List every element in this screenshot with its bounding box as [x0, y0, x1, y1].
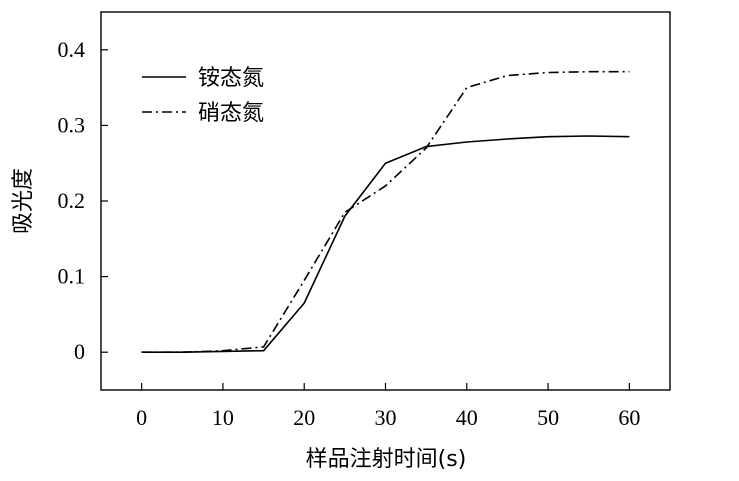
- y-axis-title: 吸光度: [11, 168, 36, 234]
- x-tick-label: 60: [618, 405, 640, 430]
- x-tick-label: 50: [537, 405, 559, 430]
- y-tick-label: 0: [74, 339, 85, 364]
- x-tick-label: 10: [212, 405, 234, 430]
- y-tick-label: 0.4: [58, 37, 86, 62]
- series-line-1: [141, 135, 630, 354]
- x-axis: 0 10 20 30 40 50 60: [136, 383, 640, 430]
- y-tick-label: 0.2: [58, 188, 86, 213]
- y-axis: 0 0.1 0.2 0.3 0.4: [58, 37, 108, 364]
- legend-label-1: 铵态氮: [198, 66, 264, 91]
- series-line-2: [141, 70, 630, 354]
- x-axis-title: 样品注射时间(s): [306, 447, 467, 472]
- y-tick-label: 0.3: [58, 112, 86, 137]
- x-tick-label: 30: [375, 405, 397, 430]
- plot-frame: [100, 11, 671, 391]
- x-tick-label: 20: [293, 405, 315, 430]
- x-tick-label: 40: [456, 405, 478, 430]
- y-tick-label: 0.1: [58, 264, 86, 289]
- x-tick-label: 0: [136, 405, 147, 430]
- series-layer: [141, 70, 630, 354]
- legend-label-2: 硝态氮: [198, 101, 264, 126]
